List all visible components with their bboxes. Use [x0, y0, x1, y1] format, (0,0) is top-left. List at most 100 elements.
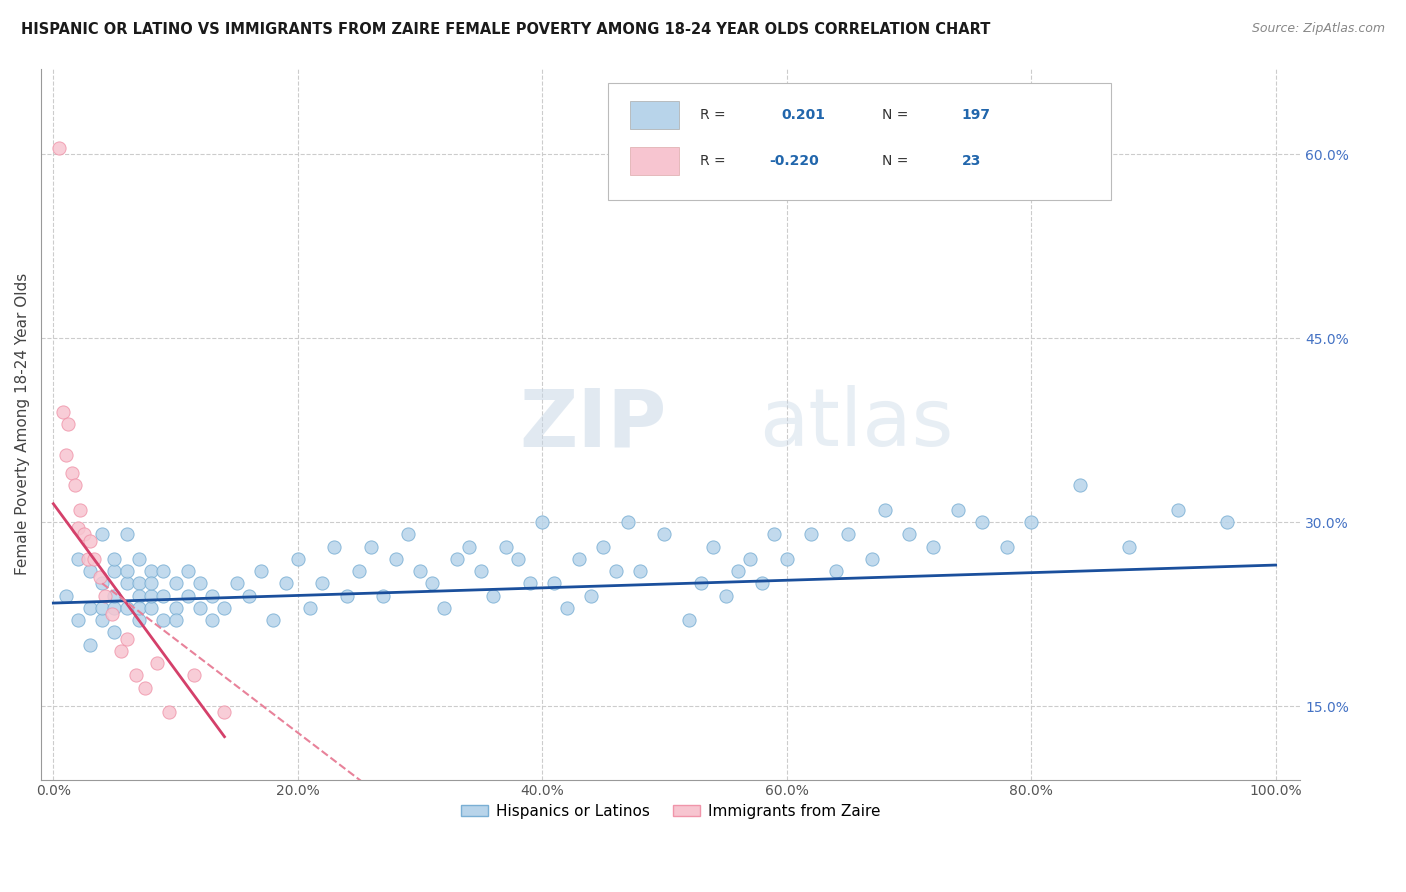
- Point: [103, 589, 125, 603]
- Point: [183, 668, 205, 682]
- Point: [146, 656, 169, 670]
- Point: [73, 527, 96, 541]
- Point: [79, 533, 101, 548]
- Point: [214, 601, 236, 615]
- Point: [287, 552, 309, 566]
- Point: [55, 589, 77, 603]
- Text: HISPANIC OR LATINO VS IMMIGRANTS FROM ZAIRE FEMALE POVERTY AMONG 18-24 YEAR OLDS: HISPANIC OR LATINO VS IMMIGRANTS FROM ZA…: [21, 22, 990, 37]
- Point: [433, 601, 456, 615]
- Point: [482, 589, 505, 603]
- Point: [201, 589, 224, 603]
- Point: [446, 552, 468, 566]
- Point: [579, 589, 602, 603]
- Point: [946, 503, 969, 517]
- Point: [1069, 478, 1091, 492]
- Point: [128, 601, 150, 615]
- Point: [139, 564, 162, 578]
- Point: [89, 570, 111, 584]
- Text: N =: N =: [882, 108, 912, 121]
- Point: [128, 576, 150, 591]
- Point: [125, 668, 148, 682]
- Point: [972, 515, 994, 529]
- Point: [654, 527, 676, 541]
- Point: [531, 515, 554, 529]
- Point: [592, 540, 614, 554]
- Point: [79, 638, 101, 652]
- Point: [897, 527, 920, 541]
- Point: [139, 601, 162, 615]
- Point: [79, 564, 101, 578]
- Point: [384, 552, 406, 566]
- Point: [66, 613, 89, 627]
- Text: ZIP: ZIP: [520, 385, 666, 463]
- Point: [60, 466, 83, 480]
- Point: [56, 417, 79, 431]
- Text: 197: 197: [962, 108, 990, 121]
- Point: [103, 601, 125, 615]
- Point: [617, 515, 640, 529]
- Point: [800, 527, 823, 541]
- Point: [519, 576, 541, 591]
- Point: [79, 601, 101, 615]
- Point: [91, 601, 114, 615]
- Point: [128, 613, 150, 627]
- Point: [65, 478, 87, 492]
- Point: [702, 540, 724, 554]
- Point: [543, 576, 565, 591]
- Point: [922, 540, 945, 554]
- Point: [1216, 515, 1239, 529]
- Text: 0.201: 0.201: [782, 108, 825, 121]
- Point: [555, 601, 578, 615]
- Point: [201, 613, 224, 627]
- Point: [373, 589, 395, 603]
- Point: [139, 576, 162, 591]
- Point: [605, 564, 627, 578]
- Point: [311, 576, 333, 591]
- Point: [274, 576, 297, 591]
- Point: [238, 589, 260, 603]
- Text: Source: ZipAtlas.com: Source: ZipAtlas.com: [1251, 22, 1385, 36]
- Point: [776, 552, 799, 566]
- Point: [727, 564, 749, 578]
- Point: [91, 613, 114, 627]
- Point: [495, 540, 517, 554]
- Point: [152, 564, 174, 578]
- Legend: Hispanics or Latinos, Immigrants from Zaire: Hispanics or Latinos, Immigrants from Za…: [454, 798, 887, 825]
- Point: [103, 552, 125, 566]
- Point: [76, 552, 98, 566]
- Point: [55, 448, 77, 462]
- Point: [134, 681, 156, 695]
- Point: [165, 601, 187, 615]
- Point: [837, 527, 859, 541]
- Point: [115, 632, 138, 646]
- Point: [214, 705, 236, 719]
- Point: [115, 564, 138, 578]
- Point: [298, 601, 321, 615]
- Point: [678, 613, 700, 627]
- Point: [1118, 540, 1140, 554]
- Point: [177, 589, 200, 603]
- Point: [165, 613, 187, 627]
- Y-axis label: Female Poverty Among 18-24 Year Olds: Female Poverty Among 18-24 Year Olds: [15, 273, 30, 575]
- Point: [159, 705, 181, 719]
- Text: 23: 23: [962, 154, 981, 168]
- Point: [690, 576, 713, 591]
- Point: [824, 564, 846, 578]
- Point: [128, 589, 150, 603]
- Point: [506, 552, 529, 566]
- Point: [177, 564, 200, 578]
- Point: [458, 540, 481, 554]
- Point: [873, 503, 896, 517]
- Point: [336, 589, 359, 603]
- Point: [360, 540, 382, 554]
- Point: [225, 576, 247, 591]
- FancyBboxPatch shape: [607, 83, 1111, 200]
- Point: [1167, 503, 1189, 517]
- Point: [115, 576, 138, 591]
- Point: [470, 564, 492, 578]
- Point: [91, 527, 114, 541]
- Point: [152, 589, 174, 603]
- Point: [83, 552, 105, 566]
- Point: [714, 589, 737, 603]
- Point: [995, 540, 1018, 554]
